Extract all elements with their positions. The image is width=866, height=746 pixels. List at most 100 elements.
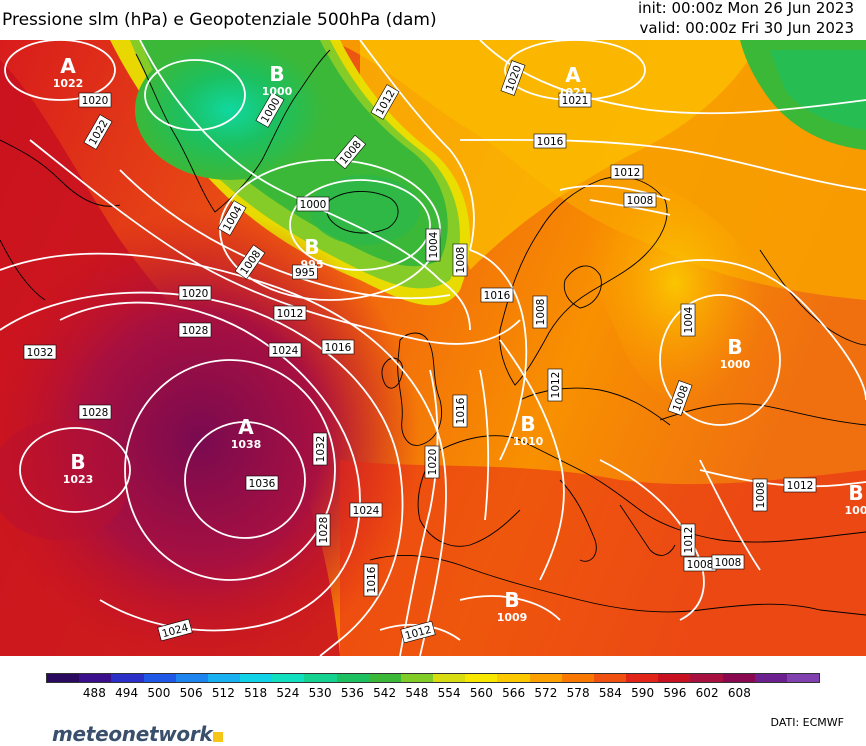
svg-text:1008: 1008 <box>715 557 742 569</box>
svg-text:1032: 1032 <box>315 436 327 463</box>
colorbar-segment <box>722 674 755 682</box>
svg-text:1024: 1024 <box>353 505 380 517</box>
isobar-label: 1028 <box>315 513 331 547</box>
isobar-label: 1020 <box>78 92 112 108</box>
svg-text:1012: 1012 <box>277 308 304 320</box>
center-letter: B <box>304 235 319 259</box>
svg-text:1016: 1016 <box>484 290 511 302</box>
svg-text:1016: 1016 <box>537 136 564 148</box>
colorbar-segment <box>529 674 562 682</box>
colorbar-segment <box>690 674 723 682</box>
isobar-label: 1016 <box>363 563 379 597</box>
colorbar-tick-label: 488 <box>82 686 106 700</box>
colorbar-tick-label: 560 <box>469 686 493 700</box>
colorbar-segment <box>433 674 466 682</box>
colorbar-tick-label: 590 <box>631 686 655 700</box>
svg-text:1016: 1016 <box>325 342 352 354</box>
colorbar-tick-label: 518 <box>244 686 268 700</box>
isobar-label: 1008 <box>752 478 768 512</box>
isobar-label: 1032 <box>23 344 57 360</box>
svg-text:1020: 1020 <box>182 288 209 300</box>
center-pressure: 1038 <box>231 438 262 451</box>
center-pressure: 1009 <box>497 611 528 624</box>
isobar-label: 1036 <box>245 475 279 491</box>
colorbar-segment <box>111 674 144 682</box>
isobar-label: 1024 <box>349 502 383 518</box>
colorbar-segment <box>626 674 659 682</box>
svg-text:1008: 1008 <box>687 559 714 571</box>
svg-text:1008: 1008 <box>755 482 767 509</box>
svg-text:1032: 1032 <box>27 347 54 359</box>
colorbar-segment <box>79 674 112 682</box>
svg-text:1028: 1028 <box>182 325 209 337</box>
colorbar-segment <box>786 674 820 682</box>
isobar-label: 1012 <box>610 164 644 180</box>
center-letter: B <box>504 588 519 612</box>
colorbar-segment <box>400 674 434 682</box>
isobar-label: 1024 <box>157 618 193 642</box>
colorbar-segment <box>465 674 498 682</box>
isobar-label: 1016 <box>321 339 355 355</box>
svg-text:1004: 1004 <box>683 306 695 333</box>
center-letter: B <box>269 62 284 86</box>
colorbar-segment <box>336 674 369 682</box>
isobar-label: 1004 <box>425 228 441 262</box>
data-credit: DATI: ECMWF <box>770 716 844 729</box>
svg-text:1020: 1020 <box>82 95 109 107</box>
isobar-label: 1024 <box>268 342 302 358</box>
isobar-label: 1012 <box>680 523 696 557</box>
colorbar-tick-label: 578 <box>566 686 590 700</box>
svg-text:1004: 1004 <box>428 231 440 258</box>
center-pressure: 1022 <box>53 77 84 90</box>
run-info: init: 00:00z Mon 26 Jun 2023 valid: 00:0… <box>638 0 854 38</box>
colorbar-segment <box>304 674 337 682</box>
svg-text:1020: 1020 <box>427 449 439 476</box>
colorbar-ticks: 488 494 500 506 512 518 524 530 536 542 548 554 560 5… <box>46 686 820 702</box>
colorbar-tick-label: 548 <box>405 686 429 700</box>
colorbar-segment <box>497 674 530 682</box>
svg-text:1021: 1021 <box>562 95 589 107</box>
init-time: init: 00:00z Mon 26 Jun 2023 <box>637 0 854 17</box>
svg-text:1016: 1016 <box>366 566 378 593</box>
colorbar-segment <box>754 674 787 682</box>
isobar-label: 1016 <box>452 394 468 428</box>
isobar-label: 1000 <box>296 196 330 212</box>
center-pressure: 1000 <box>720 358 751 371</box>
svg-text:1012: 1012 <box>787 480 814 492</box>
center-letter: A <box>565 63 581 87</box>
svg-text:1000: 1000 <box>300 199 327 211</box>
svg-text:1012: 1012 <box>614 167 641 179</box>
colorbar-tick-label: 572 <box>534 686 558 700</box>
colorbar-tick-label: 608 <box>727 686 751 700</box>
center-letter: A <box>238 415 254 439</box>
svg-text:1028: 1028 <box>82 407 109 419</box>
colorbar-segment <box>47 674 80 682</box>
colorbar-tick-label: 530 <box>308 686 332 700</box>
colorbar-segment <box>368 674 401 682</box>
isobar-labels: 1022 1020 1000 1012 1020 1021 1016 1008 1004 1000… <box>23 60 817 644</box>
geopotential-field <box>0 40 866 656</box>
center-pressure: 1010 <box>513 435 544 448</box>
colorbar-segment <box>240 674 273 682</box>
geopotential-colorbar <box>46 673 820 683</box>
isobar-label: 1004 <box>680 303 696 337</box>
svg-text:1008: 1008 <box>627 195 654 207</box>
isobar-label: 1020 <box>424 445 440 479</box>
colorbar-segment <box>658 674 691 682</box>
colorbar-segment <box>143 674 176 682</box>
colorbar-segment <box>175 674 208 682</box>
isobar-label: 1012 <box>783 477 817 493</box>
colorbar-tick-label: 596 <box>663 686 687 700</box>
colorbar-segment <box>272 674 305 682</box>
center-pressure: 100 <box>845 504 866 517</box>
svg-text:1028: 1028 <box>318 517 330 544</box>
center-letter: B <box>848 481 863 505</box>
svg-text:995: 995 <box>295 267 315 279</box>
